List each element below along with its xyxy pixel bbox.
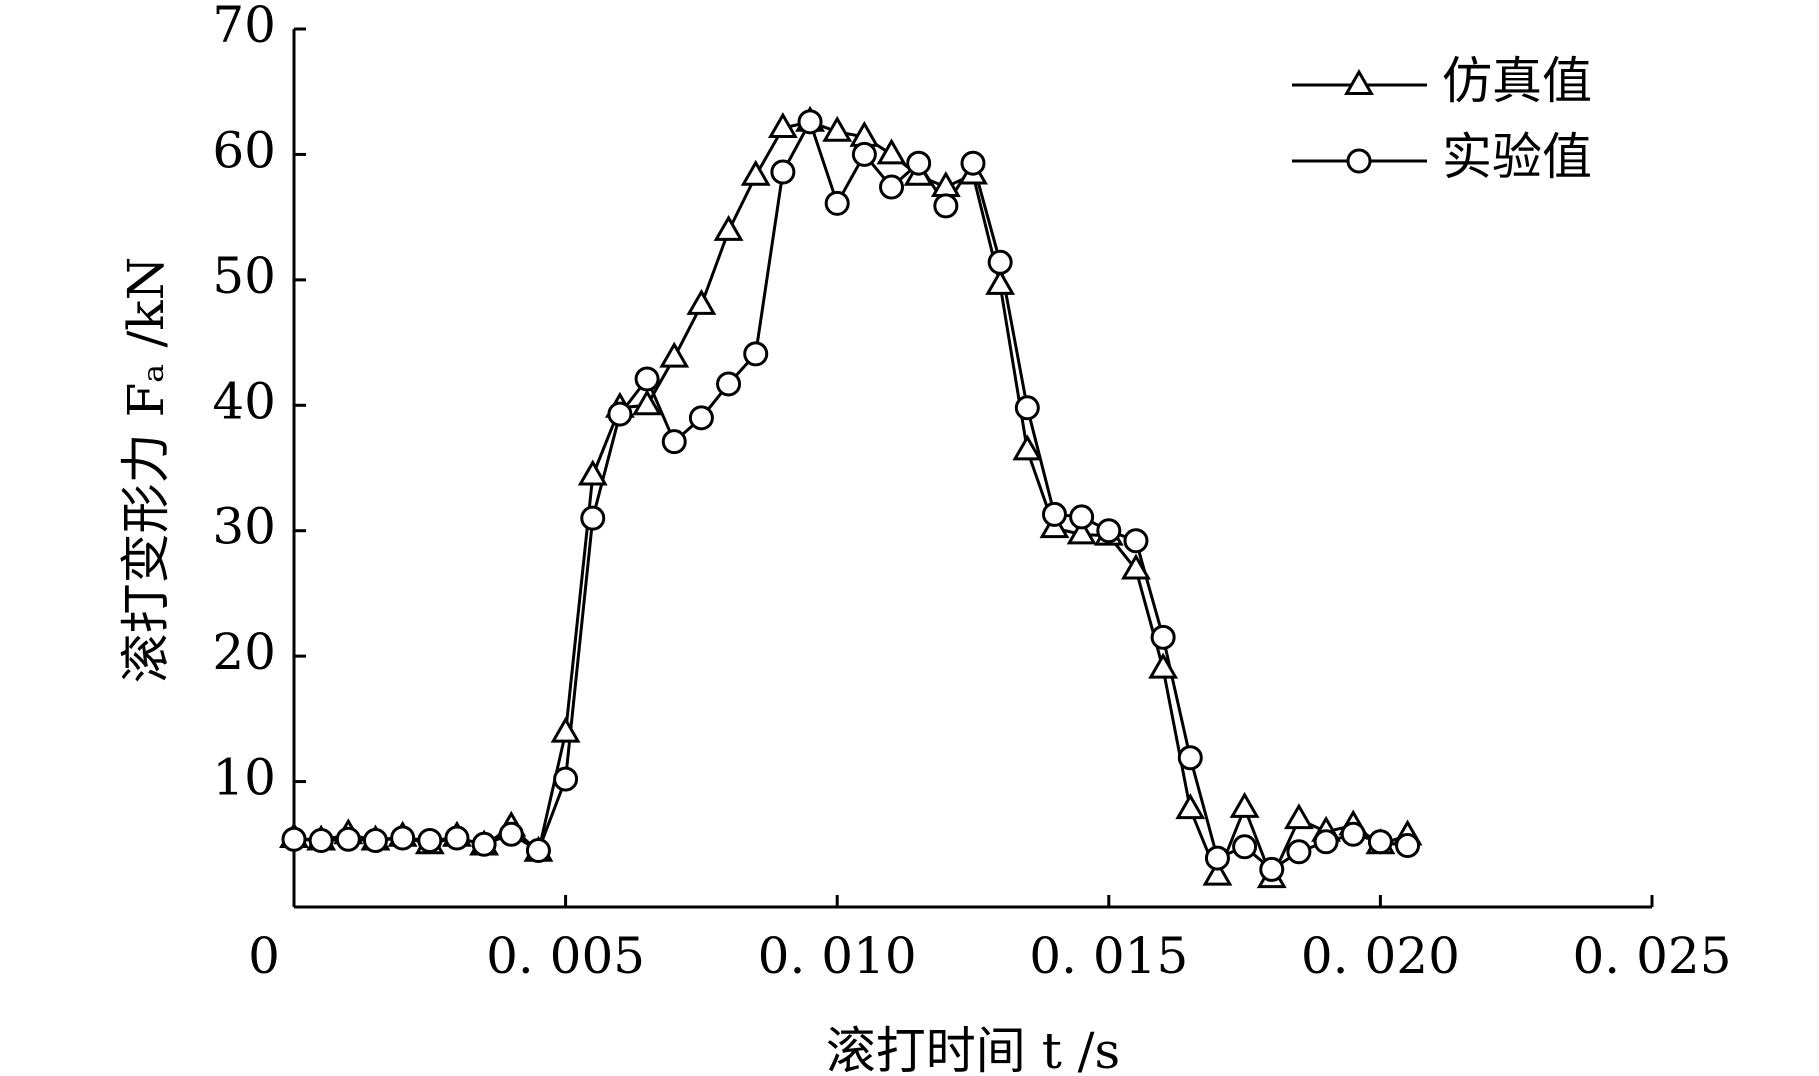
circle-marker	[743, 341, 769, 367]
circle-marker	[987, 249, 1013, 275]
circle-marker	[1286, 839, 1312, 865]
x-tick-label: 0. 025	[1572, 927, 1731, 985]
circle-marker	[661, 429, 687, 455]
circle-marker	[960, 150, 986, 176]
circle-marker	[906, 150, 932, 176]
circle-marker	[525, 838, 551, 864]
triangle-marker	[713, 214, 744, 241]
circle-marker	[716, 371, 742, 397]
circle-marker	[1367, 829, 1393, 855]
x-tick-label: 0	[248, 927, 280, 985]
circle-marker	[607, 401, 633, 427]
circle-marker	[1014, 395, 1040, 421]
circle-marker	[933, 193, 959, 219]
circle-marker	[1069, 504, 1095, 530]
triangle-marker	[1012, 434, 1043, 461]
y-tick-label: 70	[212, 0, 276, 54]
circle-marker	[1395, 833, 1421, 859]
triangle-marker	[686, 288, 717, 315]
triangle-marker	[1066, 518, 1097, 545]
triangle-marker	[659, 341, 690, 368]
triangle-marker	[577, 459, 608, 486]
circle-marker	[1096, 518, 1122, 544]
circle-marker	[1177, 745, 1203, 771]
circle-marker	[308, 828, 334, 854]
circle-marker	[797, 109, 823, 135]
triangle-marker	[1202, 859, 1233, 886]
triangle-marker	[1283, 803, 1314, 830]
x-tick-label: 0. 020	[1301, 927, 1460, 985]
circle-marker	[879, 174, 905, 200]
circle-marker	[390, 825, 416, 851]
circle-marker	[281, 826, 307, 852]
y-tick-label: 40	[212, 372, 276, 430]
x-tick-label: 0. 005	[486, 927, 645, 985]
y-tick-label: 50	[212, 247, 276, 305]
legend-marker	[1344, 68, 1374, 95]
circle-marker	[634, 366, 660, 392]
y-axis-title: 滚打变形力 Fₐ /kN	[117, 257, 175, 684]
triangle-marker	[876, 138, 907, 165]
circle-marker	[1340, 821, 1366, 847]
x-tick-label: 0. 015	[1029, 927, 1188, 985]
triangle-marker	[767, 112, 798, 139]
y-tick-label: 60	[212, 121, 276, 179]
circle-marker	[851, 141, 877, 167]
circle-marker	[335, 826, 361, 852]
circle-marker	[362, 828, 388, 854]
circle-marker	[1232, 834, 1258, 860]
triangle-marker	[1121, 553, 1151, 580]
circle-marker	[417, 828, 443, 854]
y-tick-label: 20	[212, 623, 276, 681]
circle-marker	[553, 766, 579, 792]
circle-marker	[498, 821, 524, 847]
triangle-marker	[1175, 793, 1206, 820]
triangle-marker	[822, 115, 853, 142]
circle-marker	[1041, 501, 1067, 527]
legend-label: 仿真值	[1442, 52, 1592, 110]
circle-marker	[824, 190, 850, 216]
triangle-marker	[1229, 791, 1260, 818]
circle-marker	[1204, 845, 1230, 871]
series-line	[293, 118, 1408, 872]
triangle-marker	[550, 716, 581, 743]
triangle-marker	[1148, 652, 1179, 679]
x-tick-label: 0. 010	[758, 927, 917, 985]
triangle-marker	[632, 389, 663, 416]
y-tick-label: 30	[212, 498, 276, 556]
circle-marker	[688, 405, 714, 431]
legend-marker	[1346, 148, 1372, 174]
circle-marker	[1150, 624, 1176, 650]
triangle-marker	[740, 159, 771, 186]
circle-marker	[471, 831, 497, 857]
circle-marker	[1259, 856, 1285, 882]
legend-label: 实验值	[1442, 128, 1592, 186]
x-axis-title: 滚打时间 t /s	[826, 1022, 1120, 1076]
circle-marker	[580, 505, 606, 531]
triangle-marker	[985, 268, 1016, 295]
circle-marker	[1313, 829, 1339, 855]
circle-marker	[1123, 528, 1149, 554]
y-tick-label: 10	[212, 749, 276, 807]
circle-marker	[444, 825, 470, 851]
circle-marker	[770, 159, 796, 185]
series-line	[293, 120, 1409, 882]
